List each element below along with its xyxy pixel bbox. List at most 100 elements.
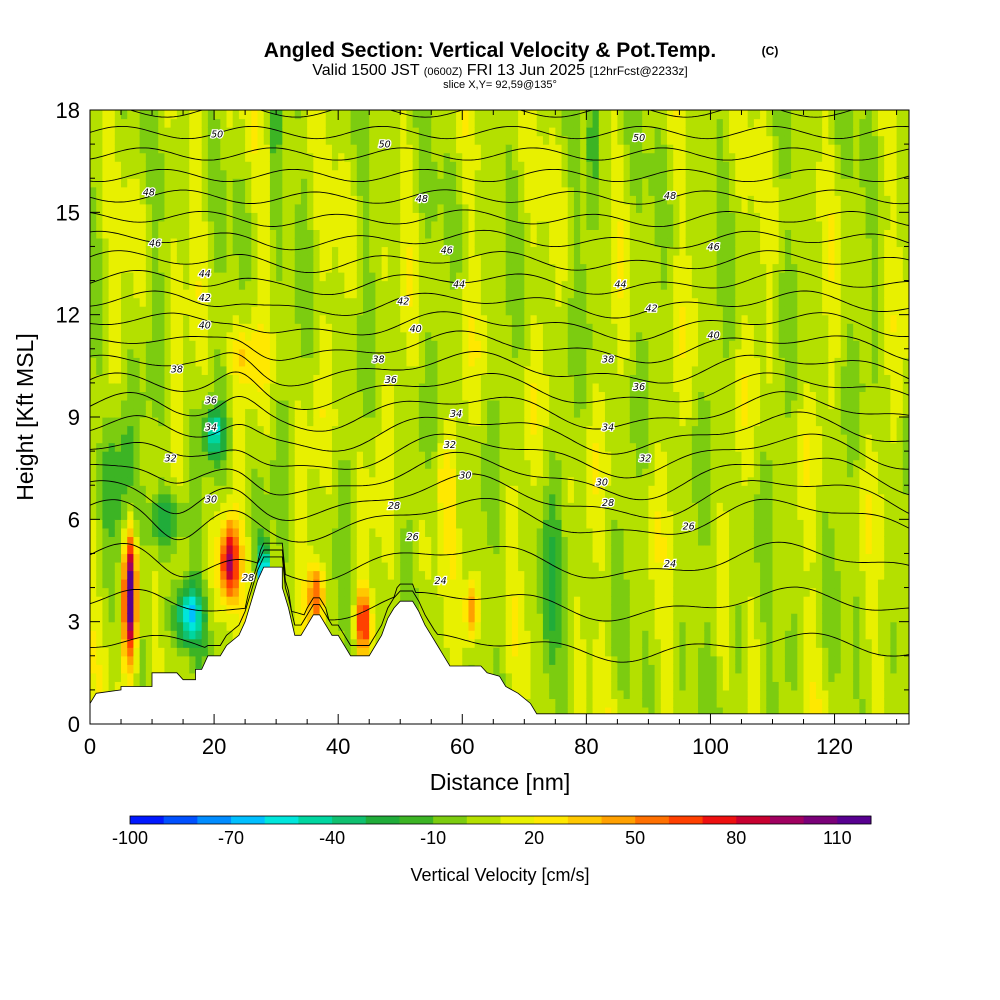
velocity-cell bbox=[363, 178, 370, 188]
velocity-cell bbox=[394, 186, 401, 196]
velocity-cell bbox=[493, 587, 501, 597]
velocity-cell bbox=[201, 553, 209, 563]
velocity-cell bbox=[176, 212, 184, 222]
velocity-cell bbox=[145, 399, 153, 410]
velocity-cell bbox=[406, 348, 414, 358]
velocity-cell bbox=[245, 237, 252, 248]
velocity-cell bbox=[257, 161, 265, 171]
velocity-cell bbox=[139, 451, 147, 461]
velocity-cell bbox=[102, 203, 110, 213]
velocity-cell bbox=[437, 434, 445, 444]
velocity-cell bbox=[338, 178, 345, 188]
velocity-cell bbox=[487, 399, 494, 410]
velocity-cell bbox=[474, 647, 482, 657]
velocity-cell bbox=[325, 229, 333, 239]
velocity-cell bbox=[288, 613, 296, 623]
velocity-cell bbox=[245, 280, 252, 290]
velocity-cell bbox=[245, 272, 252, 282]
velocity-cell bbox=[102, 570, 110, 580]
velocity-cell bbox=[443, 561, 451, 572]
velocity-cell bbox=[394, 340, 401, 350]
velocity-cell bbox=[381, 246, 389, 256]
velocity-cell bbox=[325, 502, 333, 512]
velocity-cell bbox=[300, 485, 308, 495]
velocity-cell bbox=[152, 476, 159, 486]
velocity-cell bbox=[418, 468, 426, 478]
velocity-cell bbox=[226, 178, 234, 188]
velocity-cell bbox=[499, 348, 507, 358]
velocity-cell bbox=[170, 161, 178, 171]
velocity-cell bbox=[369, 203, 376, 213]
velocity-cell bbox=[499, 655, 507, 665]
velocity-cell bbox=[381, 408, 389, 418]
velocity-cell bbox=[400, 280, 408, 290]
velocity-cell bbox=[474, 306, 482, 316]
velocity-cell bbox=[325, 536, 333, 546]
velocity-cell bbox=[363, 621, 370, 631]
velocity-cell bbox=[232, 502, 240, 512]
velocity-cell bbox=[425, 544, 432, 555]
velocity-cell bbox=[356, 340, 364, 350]
velocity-cell bbox=[251, 178, 259, 188]
velocity-cell bbox=[431, 272, 439, 282]
velocity-cell bbox=[145, 561, 153, 572]
velocity-cell bbox=[418, 237, 426, 248]
velocity-cell bbox=[220, 331, 228, 341]
velocity-cell bbox=[207, 621, 215, 631]
velocity-cell bbox=[276, 135, 283, 145]
velocity-cell bbox=[487, 212, 494, 222]
velocity-cell bbox=[232, 408, 240, 418]
velocity-cell bbox=[251, 519, 259, 529]
velocity-cell bbox=[449, 417, 457, 427]
velocity-cell bbox=[480, 647, 488, 657]
velocity-cell bbox=[480, 152, 488, 162]
velocity-cell bbox=[189, 272, 197, 282]
velocity-cell bbox=[356, 246, 364, 256]
velocity-cell bbox=[145, 442, 153, 452]
velocity-cell bbox=[443, 579, 451, 589]
velocity-cell bbox=[96, 425, 103, 435]
velocity-cell bbox=[480, 169, 488, 179]
velocity-cell bbox=[412, 579, 420, 589]
velocity-cell bbox=[183, 220, 190, 230]
velocity-cell bbox=[474, 596, 482, 606]
velocity-cell bbox=[114, 544, 122, 555]
velocity-cell bbox=[431, 553, 439, 563]
velocity-cell bbox=[114, 340, 122, 350]
velocity-cell bbox=[307, 331, 314, 341]
velocity-cell bbox=[158, 579, 166, 589]
velocity-cell bbox=[369, 280, 376, 290]
velocity-cell bbox=[251, 186, 259, 196]
velocity-cell bbox=[418, 527, 426, 537]
velocity-cell bbox=[400, 451, 408, 461]
velocity-cell bbox=[195, 579, 203, 589]
velocity-cell bbox=[263, 314, 271, 324]
velocity-cell bbox=[127, 672, 135, 682]
velocity-cell bbox=[300, 152, 308, 162]
velocity-cell bbox=[505, 476, 513, 486]
velocity-cell bbox=[214, 229, 221, 239]
velocity-cell bbox=[331, 297, 339, 307]
velocity-cell bbox=[418, 135, 426, 145]
velocity-cell bbox=[201, 536, 209, 546]
velocity-cell bbox=[288, 152, 296, 162]
velocity-cell bbox=[350, 152, 358, 162]
velocity-cell bbox=[369, 272, 376, 282]
velocity-cell bbox=[511, 621, 519, 631]
velocity-cell bbox=[108, 459, 116, 469]
velocity-cell bbox=[158, 587, 166, 597]
velocity-cell bbox=[480, 570, 488, 580]
velocity-cell bbox=[201, 374, 209, 384]
velocity-cell bbox=[288, 442, 296, 452]
velocity-cell bbox=[133, 672, 141, 682]
velocity-cell bbox=[238, 587, 246, 597]
velocity-cell bbox=[307, 186, 314, 196]
velocity-cell bbox=[487, 263, 494, 273]
velocity-cell bbox=[232, 417, 240, 427]
velocity-cell bbox=[331, 348, 339, 358]
velocity-cell bbox=[375, 399, 383, 410]
velocity-cell bbox=[152, 417, 159, 427]
velocity-cell bbox=[145, 664, 153, 674]
velocity-cell bbox=[257, 502, 265, 512]
velocity-cell bbox=[152, 161, 159, 171]
